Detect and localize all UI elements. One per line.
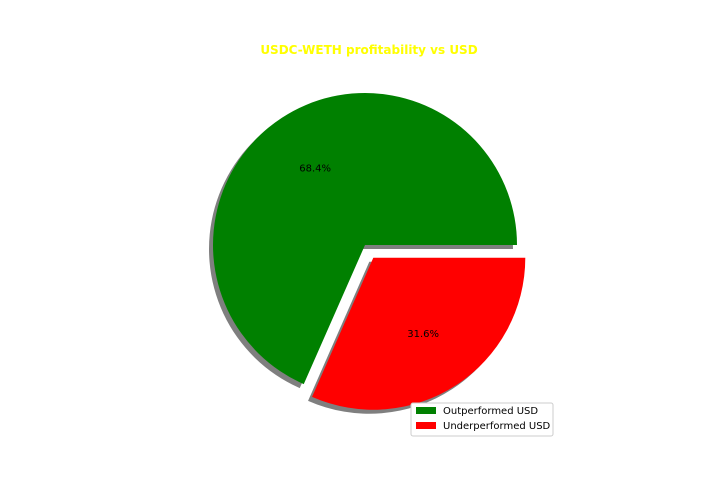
legend-swatch	[416, 407, 436, 414]
pie-slice-underperformed-usd	[312, 257, 526, 410]
pie-slices	[212, 93, 526, 410]
legend-label: Underperformed USD	[443, 421, 551, 432]
legend-label: Outperformed USD	[443, 406, 538, 417]
pie-percent-label: 31.6%	[407, 329, 439, 340]
legend-frame	[410, 402, 554, 437]
legend-swatch	[416, 422, 436, 429]
legend: Outperformed USD Underperformed USD	[410, 402, 554, 437]
chart-title: USDC-WETH profitability vs USD	[260, 43, 477, 57]
pie-slice-outperformed-usd	[212, 93, 517, 385]
pie-percent-labels: 68.4% 31.6%	[299, 164, 439, 340]
pie-percent-label: 68.4%	[299, 164, 331, 175]
